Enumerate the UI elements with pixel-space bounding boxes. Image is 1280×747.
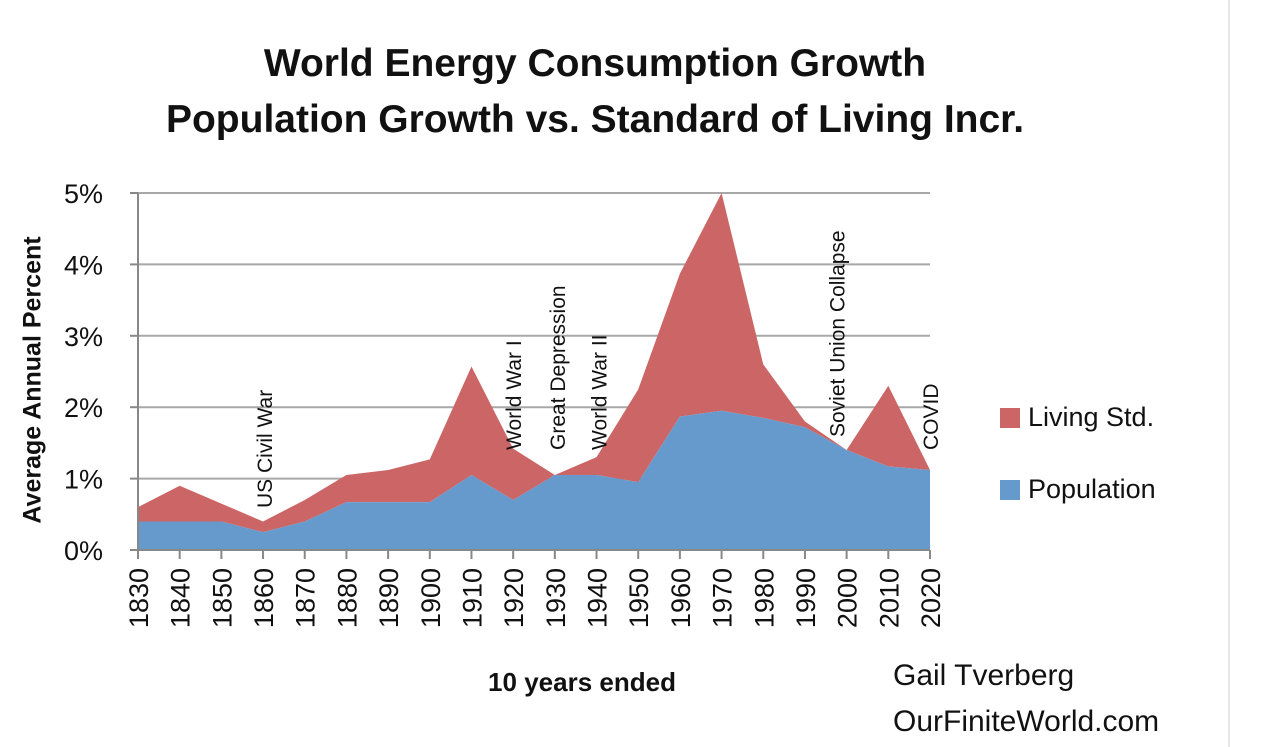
x-tick-label: 1850	[207, 568, 237, 628]
annotation-label: Great Depression	[547, 285, 570, 450]
chart-page: World Energy Consumption Growth Populati…	[18, 42, 1160, 738]
legend-label-population: Population	[1028, 474, 1156, 504]
y-tick-label: 0%	[64, 536, 103, 566]
x-tick-label: 1880	[332, 568, 362, 628]
x-tick-label: 1860	[249, 568, 279, 628]
annotation-label: World War II	[589, 334, 612, 450]
x-tick-label: 1970	[708, 568, 738, 628]
x-tick-label: 2020	[916, 568, 946, 628]
x-axis-label: 10 years ended	[488, 667, 676, 697]
x-tick-label: 1940	[583, 568, 613, 628]
chart-plot: 0% 1% 2% 3% 4% 5% 1830 1840 1850 1860 1870 1880 1890…	[64, 179, 946, 628]
legend-label-living-std: Living Std.	[1028, 402, 1155, 432]
annotation-label: COVID	[920, 383, 943, 450]
x-tick-label: 1980	[749, 568, 779, 628]
x-tick-label: 1930	[541, 568, 571, 628]
y-tick-label: 5%	[64, 179, 103, 209]
right-edge-divider	[1228, 0, 1230, 747]
axes: 0% 1% 2% 3% 4% 5% 1830 1840 1850 1860 1870 1880 1890…	[64, 179, 946, 628]
annotation-label: World War I	[503, 340, 526, 450]
legend-swatch-population	[1000, 479, 1020, 500]
x-tick-label: 1830	[124, 568, 154, 628]
x-tick-label: 1950	[624, 568, 654, 628]
credit-site: OurFiniteWorld.com	[893, 705, 1160, 738]
x-tick-label: 1910	[457, 568, 487, 628]
x-tick-label: 2000	[833, 568, 863, 628]
x-tick-label: 2010	[874, 568, 904, 628]
chart-subtitle: Population Growth vs. Standard of Living…	[165, 98, 1025, 141]
x-tick-label: 1920	[499, 568, 529, 628]
area-living-std	[138, 193, 930, 533]
x-tick-label: 1990	[791, 568, 821, 628]
x-tick-label: 1870	[291, 568, 321, 628]
legend-swatch-living-std	[1000, 407, 1020, 428]
y-tick-label: 3%	[64, 322, 103, 352]
annotation-label: Soviet Union Collapse	[827, 230, 850, 437]
chart-title: World Energy Consumption Growth	[263, 42, 927, 85]
x-tick-label: 1900	[416, 568, 446, 628]
annotation-label: US Civil War	[254, 390, 277, 508]
x-tick-label: 1890	[374, 568, 404, 628]
y-tick-label: 2%	[64, 393, 103, 423]
x-tick-label: 1840	[166, 568, 196, 628]
y-tick-label: 4%	[64, 250, 103, 280]
stacked-areas	[138, 193, 930, 550]
x-tick-label: 1960	[666, 568, 696, 628]
legend-item-population: Population	[1000, 474, 1156, 505]
area-population	[138, 410, 930, 550]
annotations: US Civil War World War I Great Depression W…	[254, 230, 943, 508]
credit-author: Gail Tverberg	[893, 659, 1075, 692]
y-tick-label: 1%	[64, 465, 103, 495]
legend-item-living-std: Living Std.	[1000, 402, 1154, 433]
